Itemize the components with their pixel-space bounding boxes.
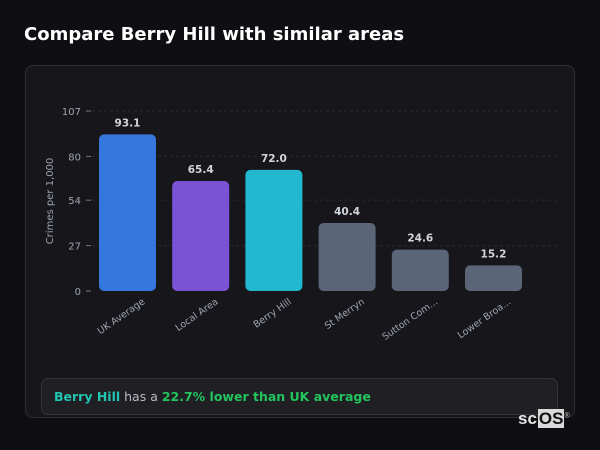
x-tick-label: Berry Hill [251, 296, 293, 330]
summary-text: has a [120, 389, 162, 404]
bar-value-label: 65.4 [188, 164, 214, 176]
x-tick-label: Sutton Com... [380, 296, 440, 342]
bar-value-label: 93.1 [115, 117, 141, 129]
y-axis-label: Crimes per 1,000 [45, 158, 56, 245]
y-tick-label: 54 [68, 196, 81, 207]
bar [172, 180, 230, 291]
summary-box: Berry Hill has a 22.7% lower than UK ave… [41, 378, 558, 415]
y-tick-label: 27 [68, 242, 81, 253]
y-tick-label: 0 [75, 287, 81, 298]
bar-value-label: 15.2 [481, 248, 507, 260]
bar [318, 223, 376, 291]
bar [391, 249, 449, 291]
y-tick-label: 107 [62, 107, 81, 118]
bar-value-label: 72.0 [261, 153, 287, 165]
watermark-logo: sc OS® [518, 409, 570, 428]
x-tick-label: Local Area [174, 296, 221, 333]
page-title: Compare Berry Hill with similar areas [24, 24, 405, 45]
bar [99, 134, 156, 291]
x-tick-label: Lower Broa... [456, 296, 513, 341]
y-tick-label: 80 [68, 152, 81, 163]
bar [465, 265, 522, 291]
summary-area: Berry Hill [54, 389, 121, 404]
x-tick-label: UK Average [96, 296, 148, 337]
bar [245, 169, 303, 291]
bar-value-label: 24.6 [407, 233, 433, 245]
summary-difference: 22.7% lower than UK average [161, 389, 371, 404]
bar-value-label: 40.4 [334, 206, 360, 218]
x-tick-label: St Merryn [323, 296, 367, 331]
